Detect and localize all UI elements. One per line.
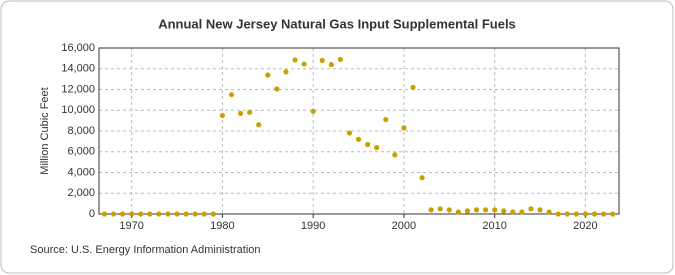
point [401,125,407,131]
point [301,61,307,67]
point [492,207,498,213]
point [147,211,153,217]
point [564,211,570,217]
point [247,109,253,115]
point [528,206,534,212]
point [283,69,289,75]
point [473,207,480,213]
point [610,211,616,217]
y-tick-label: 10,000 [61,104,95,116]
point [482,207,489,213]
point [183,211,189,217]
x-tick-label: 1990 [301,220,325,232]
source: Source: U.S. Energy Information Administ… [30,244,261,256]
point [228,92,235,98]
point [464,208,471,214]
point [582,211,589,217]
point [510,209,516,215]
y-axis-label: Million Cubic Feet [39,87,51,174]
point [591,211,598,217]
point [165,211,171,217]
point [319,57,325,64]
point [537,207,543,213]
point [219,112,226,119]
point [419,175,425,181]
point [292,57,298,63]
point [446,207,452,213]
x-tick-label: 1970 [119,220,143,232]
point [256,122,262,128]
point [129,211,135,217]
x-tick-label: 2000 [392,220,416,232]
y-tick-label: 4,000 [67,166,95,178]
chart-title: Annual New Jersey Natural Gas Input Supp… [158,16,516,31]
point [101,211,108,217]
y-tick-label: 16,000 [61,42,95,54]
point [138,211,144,217]
point [328,62,334,68]
point [174,211,180,217]
y-tick-label: 0 [89,208,95,220]
point [437,206,443,212]
y-tick-label: 2,000 [67,187,95,199]
point [374,145,380,151]
point [573,211,579,217]
point [192,211,198,217]
y-tick-label: 14,000 [61,63,95,75]
point [455,209,461,215]
point [355,136,362,142]
plot-area [98,47,620,215]
x-tick-label: 2020 [573,220,597,232]
point [519,209,525,215]
point [383,116,389,123]
y-tick-label: 12,000 [61,83,95,95]
point [546,209,552,215]
point [265,72,271,78]
point [600,211,607,217]
point [337,56,343,63]
x-tick-label: 2010 [482,220,506,232]
point [119,211,126,217]
point [156,211,162,217]
point [392,152,398,158]
y-tick-label: 6,000 [67,146,95,158]
point [410,84,416,91]
y-tick-label: 8,000 [67,125,95,137]
point [501,208,507,214]
point [274,86,280,92]
point [310,108,316,114]
point [428,207,434,213]
point [110,211,117,217]
point [365,141,371,148]
point [237,110,244,116]
point [210,211,216,217]
point [201,211,207,217]
point [346,130,353,136]
point [555,211,561,217]
x-tick-label: 1980 [210,220,234,232]
